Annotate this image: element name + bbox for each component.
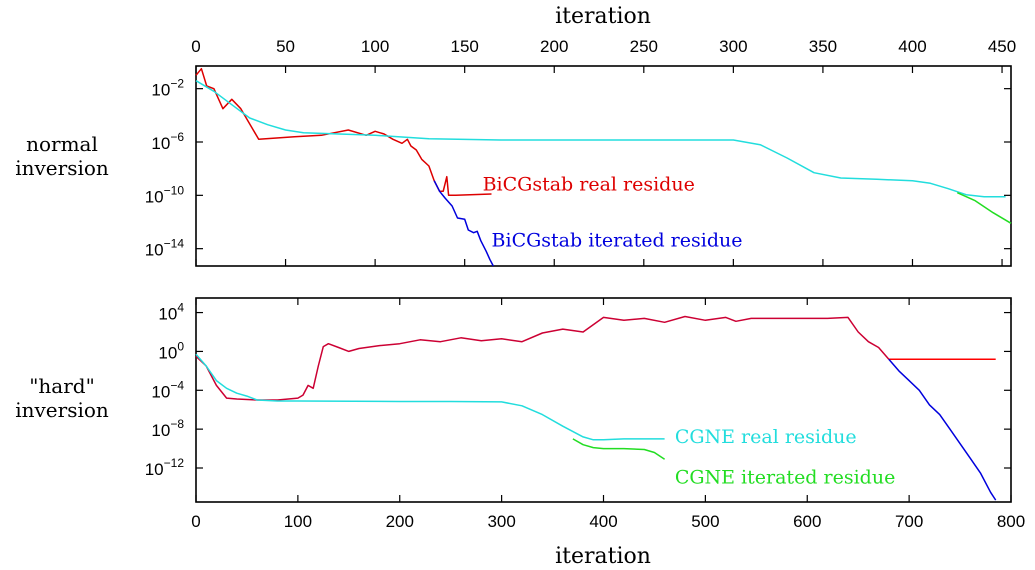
row-label-hard: "hard" inversion bbox=[0, 374, 124, 422]
x-tick-label: 50 bbox=[276, 37, 295, 56]
normal-inversion-panel: 0 50 100 150 200 250 300 350 400 450 10−2 10−6 10−10… bbox=[145, 37, 1016, 267]
y-tick-label: 10−2 bbox=[151, 77, 184, 100]
series-label-cgne-real-residue: CGNE real residue bbox=[675, 426, 857, 448]
series-label-bicgstab-iterated-residue: BiCGstab iterated residue bbox=[492, 230, 743, 252]
x-tick-label: 450 bbox=[988, 37, 1016, 56]
x-tick-label: 0 bbox=[191, 37, 200, 56]
row-label-normal-line2: inversion bbox=[15, 156, 109, 180]
x-tick-label: 400 bbox=[589, 512, 617, 531]
series-line-cgne-iterated-residue bbox=[572, 438, 666, 460]
x-tick-label: 300 bbox=[719, 37, 747, 56]
y-tick-label: 10−10 bbox=[145, 183, 185, 206]
x-tick-label: 700 bbox=[895, 512, 923, 531]
normal-inversion-frame bbox=[195, 65, 1012, 267]
x-tick-label: 300 bbox=[487, 512, 515, 531]
x-tick-label: 200 bbox=[540, 37, 568, 56]
x-tick-label: 250 bbox=[630, 37, 658, 56]
x-tick-label: 400 bbox=[898, 37, 926, 56]
x-tick-label: 200 bbox=[386, 512, 414, 531]
x-tick-label: 500 bbox=[691, 512, 719, 531]
series-line-green bbox=[956, 192, 1012, 224]
series-line-cgne-real-residue bbox=[195, 353, 665, 441]
series-line-cyan bbox=[195, 80, 1006, 198]
series-label-bicgstab-real-residue: BiCGstab real residue bbox=[483, 174, 695, 196]
top-axis-label: iteration bbox=[555, 4, 651, 29]
series-line-bicgstab-real-residue bbox=[195, 67, 492, 197]
x-tick-label: 350 bbox=[809, 37, 837, 56]
y-tick-label: 10−12 bbox=[145, 456, 185, 479]
y-tick-label: 10−6 bbox=[151, 130, 184, 153]
x-tick-label: 150 bbox=[450, 37, 478, 56]
bottom-axis-label: iteration bbox=[555, 544, 651, 569]
y-tick-label: 104 bbox=[158, 301, 184, 324]
row-label-normal: normal inversion bbox=[0, 132, 124, 180]
series-label-cgne-iterated-residue: CGNE iterated residue bbox=[675, 467, 896, 489]
x-tick-label: 100 bbox=[284, 512, 312, 531]
row-label-normal-line1: normal bbox=[26, 132, 98, 156]
series-line-red bbox=[195, 315, 890, 401]
x-tick-label: 800 bbox=[997, 512, 1025, 531]
series-line-bicgstab-iterated-residue bbox=[433, 180, 494, 267]
y-tick-label: 10−8 bbox=[151, 417, 184, 440]
y-tick-label: 10−4 bbox=[151, 378, 184, 401]
y-tick-label: 10−14 bbox=[145, 237, 185, 260]
series-line-blue bbox=[888, 358, 997, 501]
y-tick-label: 100 bbox=[158, 339, 184, 362]
row-label-hard-line1: "hard" bbox=[29, 374, 95, 398]
x-tick-label: 100 bbox=[361, 37, 389, 56]
x-tick-label: 0 bbox=[191, 512, 200, 531]
x-tick-label: 600 bbox=[793, 512, 821, 531]
row-label-hard-line2: inversion bbox=[15, 398, 109, 422]
hard-inversion-panel: 0 100 200 300 400 500 600 700 800 104 100 10−4 10−8 1… bbox=[145, 297, 1025, 531]
